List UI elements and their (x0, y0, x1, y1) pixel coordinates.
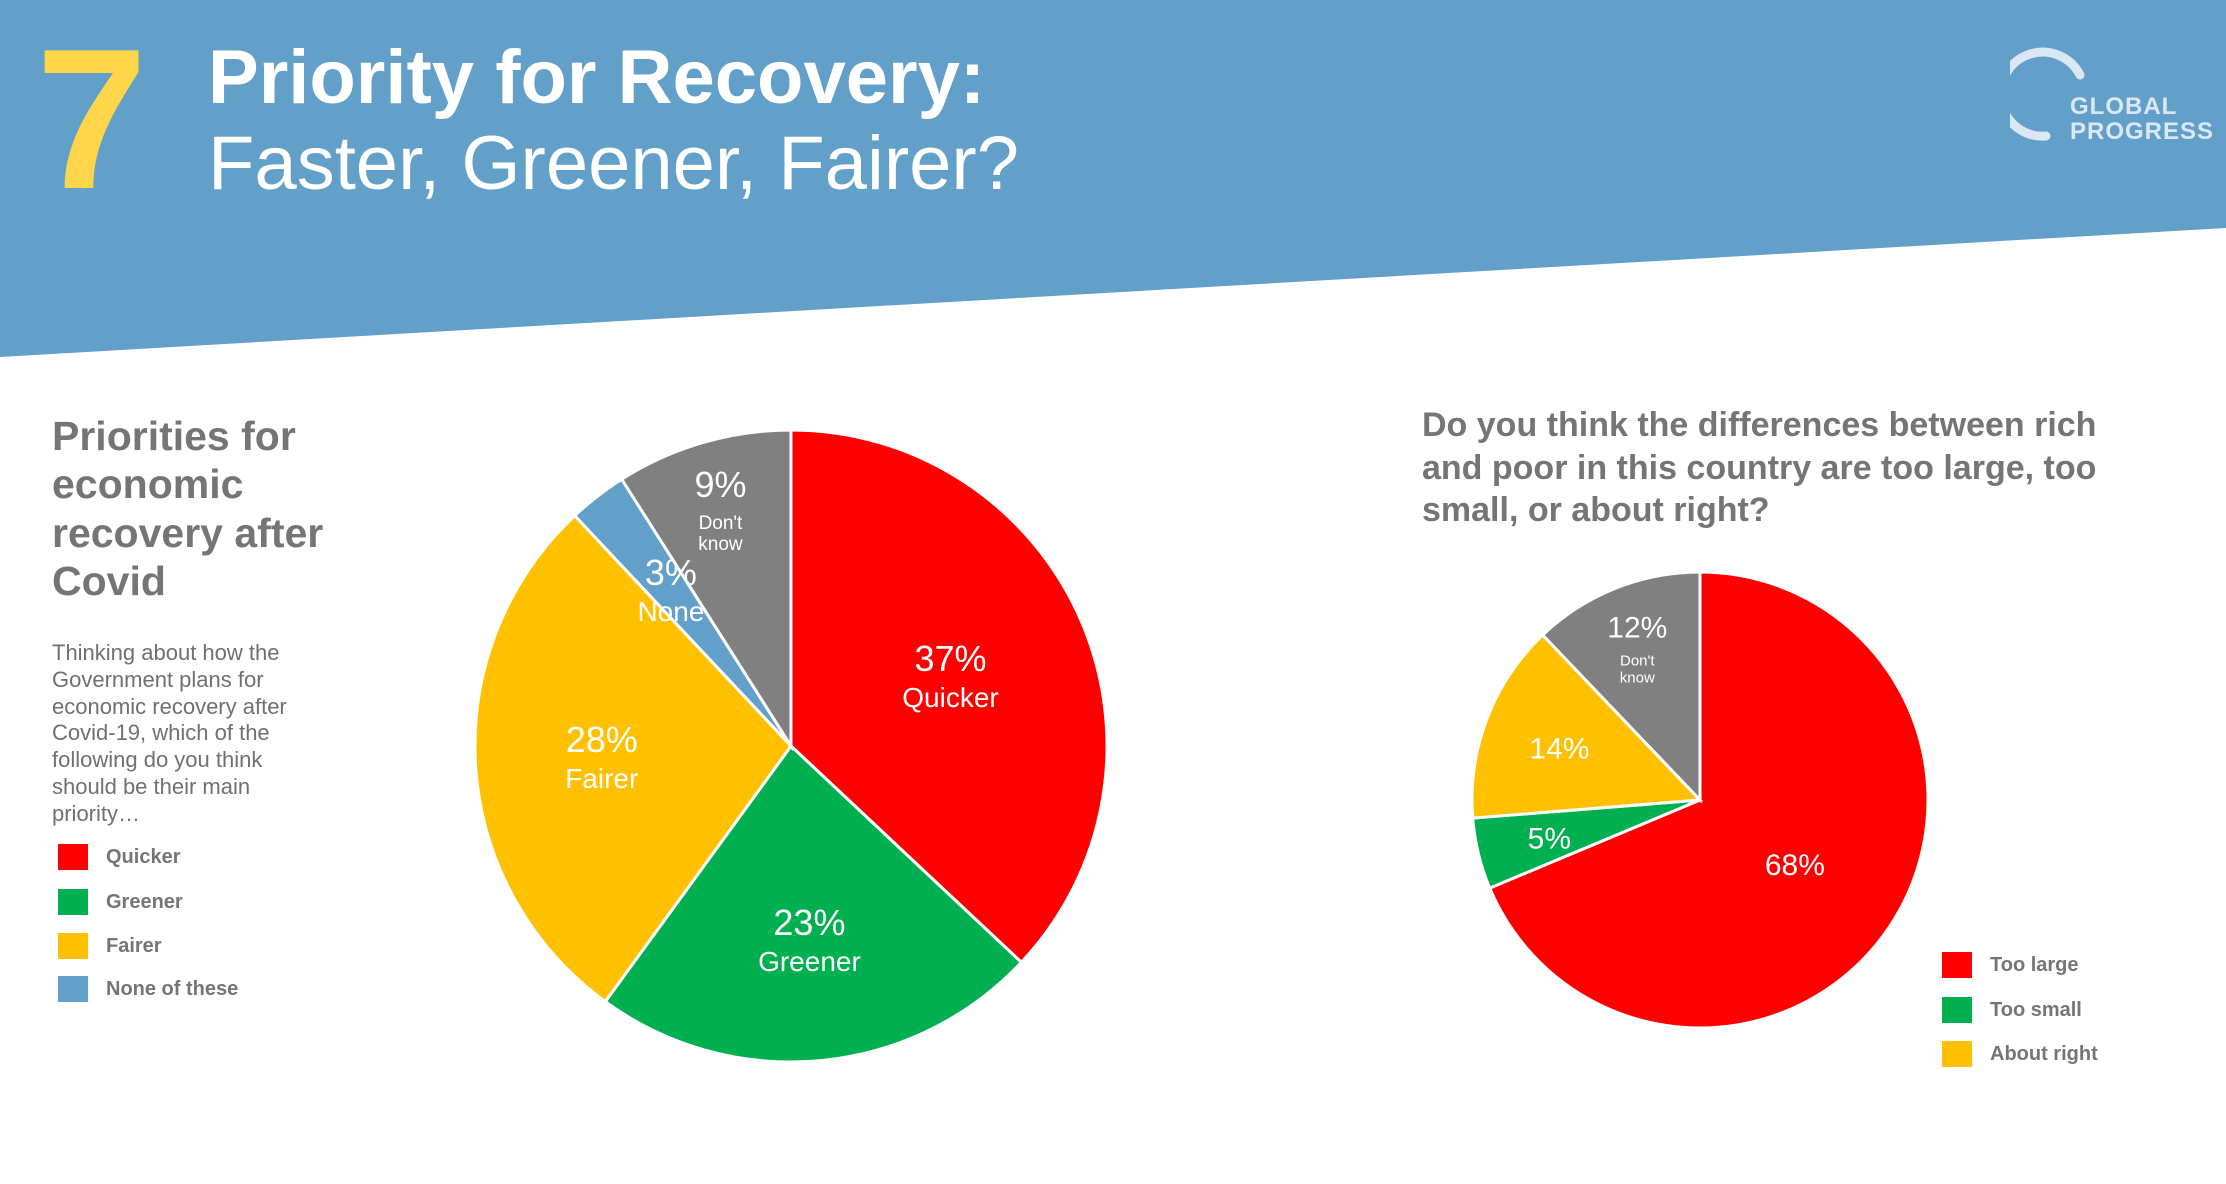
header-banner (0, 0, 2226, 357)
pie-category-label: know (1620, 669, 1655, 686)
pie-value-label: 3% (645, 552, 697, 593)
left-chart-question: Thinking about how the Government plans … (52, 640, 287, 826)
legend-swatch (58, 844, 88, 870)
pie-slice-greener (603, 743, 1024, 1064)
legend-label: None of these (106, 977, 239, 1000)
pie-category-label: Don't (699, 513, 743, 534)
pie-value-label: 37% (914, 638, 986, 679)
left-chart-title: Priorities for economic recovery after C… (52, 413, 324, 605)
legend-item-too-small: Too small (1942, 997, 2082, 1023)
pie-slice-too-large (1487, 570, 1930, 1030)
pie-category-label: Fairer (565, 763, 638, 794)
pie-value-label: 28% (566, 719, 638, 760)
legend-label: Too large (1990, 953, 2079, 976)
legend-item-too-large: Too large (1942, 952, 2079, 978)
global-progress-logo (2010, 47, 2085, 141)
pie-slice-about-right (1470, 632, 1704, 820)
legend-item-about-right: About right (1942, 1041, 2098, 1067)
legend-label: Too small (1990, 998, 2082, 1021)
pie-value-label: 9% (694, 464, 746, 505)
legend-swatch (1942, 1041, 1972, 1067)
logo-arc-icon (2010, 47, 2085, 141)
legend-label: Fairer (106, 934, 162, 957)
logo-line2: PROGRESS (2070, 118, 2215, 146)
section-number: 7 (36, 8, 148, 231)
pie-slice-don-t-know (619, 428, 793, 752)
pie-slice-quicker (789, 428, 1109, 965)
page-title: Priority for Recovery: (208, 35, 986, 120)
legend-swatch (1942, 997, 1972, 1023)
legend-item-greener: Greener (58, 889, 183, 915)
pie-category-label: Don't (1620, 652, 1655, 669)
logo-line1: GLOBAL (2070, 93, 2178, 120)
pie-value-label: 14% (1529, 732, 1589, 765)
pie-category-label: Greener (758, 946, 861, 977)
pie-slice-don-t-know (1540, 570, 1702, 804)
legend-swatch (58, 933, 88, 959)
legend-item-quicker: Quicker (58, 844, 180, 870)
pie-slice-fairer (473, 513, 793, 1004)
legend-label: About right (1990, 1042, 2098, 1065)
legend-item-fairer: Fairer (58, 933, 162, 959)
legend-label: Greener (106, 890, 183, 913)
legend-item-none-of-these: None of these (58, 976, 238, 1002)
pie-value-label: 12% (1607, 611, 1667, 644)
legend-label: Quicker (106, 845, 181, 868)
pie-category-label: know (698, 534, 743, 555)
right-chart-question: Do you think the differences between ric… (1422, 406, 2097, 529)
logo-text: GLOBAL PROGRESS (2070, 93, 2215, 146)
pie-value-label: 23% (773, 902, 845, 943)
pie-value-label: 5% (1528, 823, 1571, 856)
pie-category-label: Quicker (902, 682, 998, 713)
pie-value-label: 68% (1765, 849, 1825, 882)
pie-category-label: None (637, 596, 704, 627)
legend-swatch (58, 889, 88, 915)
page-subtitle: Faster, Greener, Fairer? (208, 121, 1019, 206)
legend-swatch (58, 976, 88, 1002)
legend-swatch (1942, 952, 1972, 978)
banner-shape (0, 0, 2226, 357)
